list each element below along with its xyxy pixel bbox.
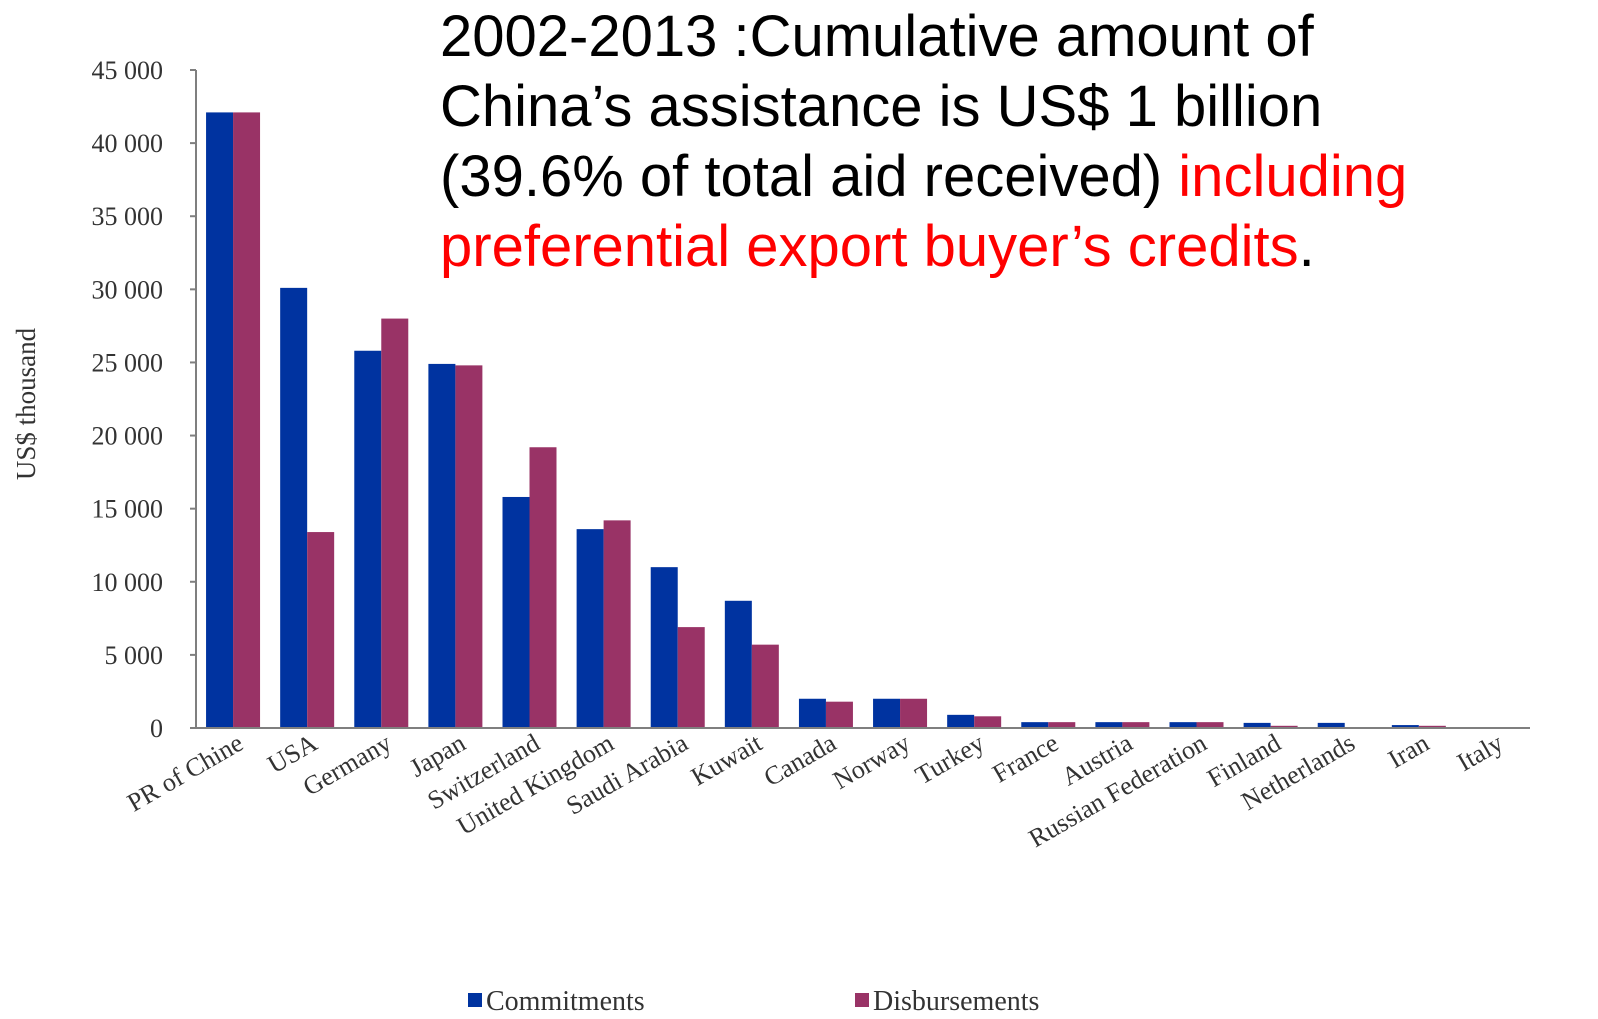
y-tick-label: 45 000	[92, 56, 164, 85]
bar-commitments	[947, 714, 975, 728]
bar-disbursements	[900, 698, 928, 728]
legend: Commitments Disbursements	[468, 986, 1039, 1017]
bar-disbursements	[1418, 725, 1446, 728]
y-tick-label: 30 000	[92, 275, 164, 304]
bar-disbursements	[1048, 722, 1076, 728]
bar-commitments	[576, 529, 604, 728]
headline-line-3: (39.6% of total aid received) including	[440, 142, 1590, 212]
legend-label-disbursements: Disbursements	[873, 986, 1039, 1017]
bar-disbursements	[455, 365, 483, 728]
bar-disbursements	[381, 318, 409, 728]
bar-disbursements	[233, 112, 261, 729]
bar-disbursements	[1122, 722, 1150, 728]
bar-disbursements	[603, 520, 631, 728]
headline-highlight-1: including	[1178, 144, 1408, 209]
x-tick-label: Canada	[759, 728, 841, 792]
bar-commitments	[873, 698, 901, 728]
x-tick-label: Italy	[1452, 728, 1508, 777]
bars	[206, 112, 1520, 729]
bar-commitments	[354, 350, 382, 728]
headline-period: .	[1298, 214, 1315, 279]
x-tick-label: France	[988, 728, 1064, 788]
y-tick-label: 20 000	[92, 422, 164, 451]
y-tick-label: 25 000	[92, 348, 164, 377]
y-tick-label: 10 000	[92, 568, 164, 597]
bar-commitments	[502, 496, 530, 728]
x-tick-label: Iran	[1383, 728, 1434, 774]
bar-commitments	[798, 698, 826, 728]
bar-disbursements	[677, 627, 705, 728]
y-tick-label: 40 000	[92, 129, 164, 158]
x-tick-label: Norway	[828, 728, 915, 795]
bar-disbursements	[825, 701, 853, 728]
bar-commitments	[650, 567, 678, 728]
legend-swatch-commitments	[468, 993, 482, 1007]
x-tick-label: Turkey	[910, 728, 989, 790]
y-tick-label: 5 000	[105, 641, 164, 670]
bar-disbursements	[1270, 725, 1298, 728]
headline-line-1: 2002-2013 :Cumulative amount of	[440, 4, 1314, 69]
y-axis-ticks: 0 5 000 10 000 15 000 20 000 25 000 30 000 35 0…	[92, 56, 196, 743]
bar-disbursements	[1196, 722, 1224, 728]
bar-disbursements	[974, 716, 1002, 728]
bar-commitments	[280, 287, 308, 728]
bar-commitments	[1169, 722, 1197, 728]
y-tick-label: 15 000	[92, 495, 164, 524]
headline-text: 2002-2013 :Cumulative amount of China’s …	[440, 2, 1590, 282]
x-tick-label: Kuwait	[686, 728, 767, 792]
y-axis-label: US$ thousand	[11, 327, 41, 480]
headline-line-4: preferential export buyer’s credits.	[440, 212, 1590, 282]
legend-label-commitments: Commitments	[486, 986, 645, 1017]
bar-commitments	[428, 363, 456, 728]
bar-commitments	[1243, 722, 1271, 728]
y-tick-label: 0	[150, 714, 163, 743]
bar-commitments	[206, 112, 234, 729]
bar-disbursements	[307, 532, 335, 728]
bar-commitments	[1317, 722, 1345, 728]
headline-line-3-text: (39.6% of total aid received)	[440, 144, 1179, 209]
bar-commitments	[1021, 722, 1049, 728]
y-tick-label: 35 000	[92, 202, 164, 231]
bar-commitments	[1391, 725, 1419, 728]
bar-commitments	[724, 600, 752, 728]
x-tick-label: PR of Chine	[122, 728, 248, 817]
bar-disbursements	[751, 644, 779, 728]
headline-line-2: China’s assistance is US$ 1 billion	[440, 74, 1323, 139]
bar-disbursements	[529, 447, 557, 728]
headline-highlight-2: preferential export buyer’s credits	[440, 214, 1299, 279]
legend-swatch-disbursements	[855, 993, 869, 1007]
bar-commitments	[1095, 722, 1123, 728]
